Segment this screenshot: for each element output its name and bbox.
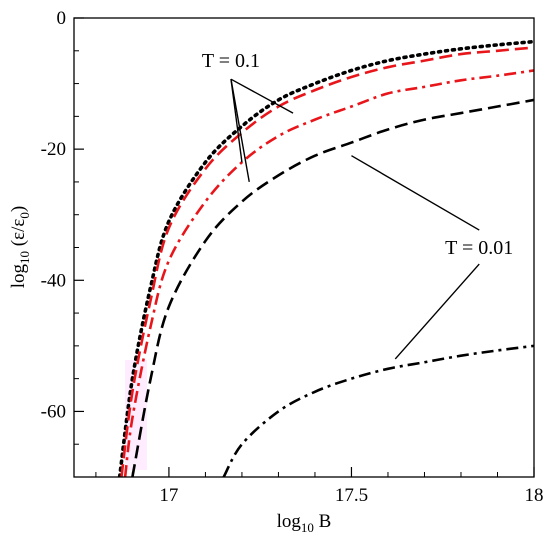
y-tick-label: -20 [41, 139, 66, 160]
y-tick-label: -60 [41, 401, 66, 422]
x-tick-label: 18 [525, 485, 544, 506]
x-axis-label: log10 B [277, 511, 332, 535]
y-axis-label: log10 (ε/ε0) [8, 206, 32, 288]
annotation-label-1: T = 0.1 [202, 50, 260, 72]
series-line-5 [222, 344, 534, 477]
x-tick-label: 17.5 [335, 485, 368, 506]
series-line-2 [120, 46, 534, 477]
annotation-pointer [230, 79, 250, 183]
annotation-pointer [351, 155, 480, 231]
y-tick-label: -40 [41, 270, 66, 291]
series-line-1 [117, 39, 534, 477]
x-tick-label: 17 [159, 485, 178, 506]
annotation-pointer [230, 78, 294, 114]
series-line-3 [123, 69, 534, 477]
curves [117, 39, 534, 477]
y-tick-label: 0 [57, 8, 67, 29]
x-ticks: 17 17.5 18 [95, 467, 544, 506]
series-line-4 [131, 98, 534, 477]
annotation-label-2: T = 0.01 [445, 237, 513, 259]
annotations: T = 0.1 T = 0.01 [202, 50, 513, 360]
annotation-pointer [394, 263, 480, 360]
y-ticks: 0 -20 -40 -60 [41, 8, 84, 445]
